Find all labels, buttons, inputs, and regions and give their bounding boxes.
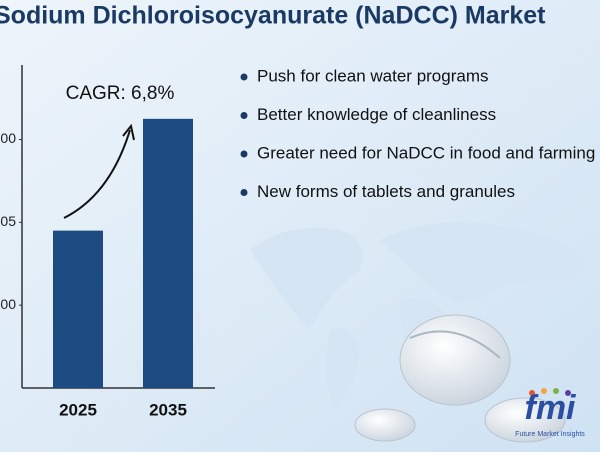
bullet-dot [240, 112, 248, 119]
bullet-text: Greater need for NaDCC in food and farmi… [257, 143, 595, 162]
bar [143, 118, 193, 388]
bullet-list: Push for clean water programs Better know… [240, 66, 595, 201]
bullet-dot [240, 73, 248, 81]
x-tick-label: 2035 [149, 400, 187, 419]
pills [354, 314, 566, 443]
arrow-head [122, 123, 135, 141]
annotation: CAGR: 6,8% [66, 83, 175, 104]
bullet-text: New forms of tablets and granules [257, 182, 515, 201]
bullet-dot [240, 189, 248, 196]
logo-caption: Future Market Insights [515, 431, 585, 438]
bar [53, 230, 103, 388]
bullet-dot [240, 150, 248, 158]
y-tick-label: ,00 [0, 130, 16, 146]
y-tick-label: 000 [0, 296, 16, 312]
logo-text: fmi [525, 389, 578, 427]
logo: fmi Future Market Insights [515, 388, 585, 438]
world-map [250, 222, 590, 410]
x-tick-label: 2025 [59, 400, 97, 419]
y-tick-label: 005 [0, 213, 16, 229]
bullet-text: Better knowledge of cleanliness [257, 105, 496, 124]
bullet-text: Push for clean water programs [257, 66, 489, 85]
chart-title: Sodium Dichloroisocyanurate (NaDCC) Mark… [0, 2, 546, 30]
arrow [63, 129, 131, 219]
